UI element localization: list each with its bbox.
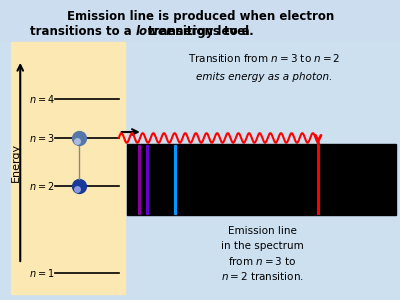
Bar [11,42,125,294]
Text: $n = 2$ transition.: $n = 2$ transition. [221,270,304,282]
Bar [127,214,396,297]
Text: Emission line: Emission line [228,226,297,236]
Text: from $n = 3$ to: from $n = 3$ to [228,255,297,267]
Text: Emission line is produced when electron: Emission line is produced when electron [67,10,334,23]
Text: $n = 2$: $n = 2$ [29,180,54,192]
Bar [127,144,396,214]
Text: lower: lower [136,25,173,38]
Text: $n = 4$: $n = 4$ [29,93,55,105]
Bar [1,0,400,40]
Text: transitions to a: transitions to a [148,25,254,38]
Text: Energy: Energy [10,142,20,182]
Text: $n = 1$: $n = 1$ [29,267,54,279]
Text: transitions to a: transitions to a [30,25,136,38]
Text: in the spectrum: in the spectrum [221,241,304,251]
Text: $n = 3$: $n = 3$ [29,132,54,144]
Bar [127,40,400,100]
Text: energy level.: energy level. [163,25,254,38]
Text: emits energy as a photon.: emits energy as a photon. [196,71,332,82]
Text: Transition from $n = 3$ to $n = 2$: Transition from $n = 3$ to $n = 2$ [188,52,341,64]
